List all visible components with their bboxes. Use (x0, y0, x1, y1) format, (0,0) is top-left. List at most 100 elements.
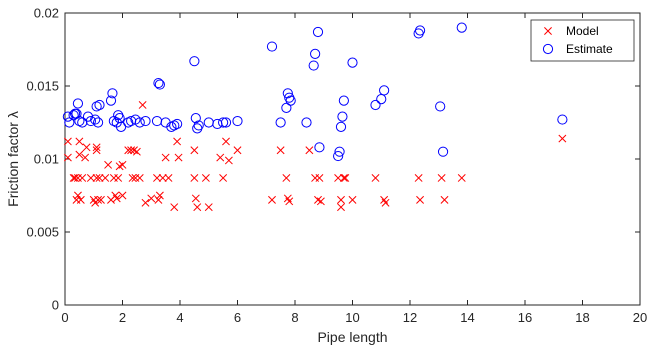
estimate-point (557, 114, 568, 125)
model-point (437, 174, 446, 182)
estimate-point (335, 121, 347, 132)
legend-circle-marker (542, 43, 554, 55)
model-point (63, 137, 72, 146)
estimate-point (414, 25, 426, 36)
model-point (78, 174, 87, 182)
estimate-point (285, 95, 296, 106)
model-point (154, 195, 163, 204)
estimate-point (74, 115, 85, 127)
model-point (101, 174, 110, 182)
model-point (305, 146, 314, 155)
model-point (201, 174, 210, 182)
estimate-point (113, 110, 124, 121)
estimate-point (166, 121, 177, 132)
model-point (337, 203, 345, 212)
model-point (128, 174, 137, 182)
estimate-point (140, 115, 151, 127)
estimate-point (169, 120, 180, 131)
estimate-point (134, 117, 145, 128)
x-axis-label: Pipe length (317, 329, 387, 345)
model-point (381, 198, 390, 207)
legend-entry-estimate: Estimate (566, 42, 613, 56)
x-tick-labels: 0 2 4 6 8 10 12 14 16 18 20 (61, 310, 647, 325)
estimate-point (218, 117, 229, 128)
model-point (191, 194, 200, 203)
model-point (75, 150, 84, 159)
estimate-point (123, 117, 134, 128)
model-point (92, 146, 101, 155)
y-tick-label: 0.015 (26, 79, 59, 94)
model-point (315, 174, 324, 182)
model-point (118, 191, 127, 200)
estimate-point (192, 123, 203, 134)
model-point (216, 153, 225, 162)
estimate-point (301, 117, 312, 128)
model-point (161, 153, 170, 162)
model-point (282, 174, 291, 182)
model-point (204, 203, 213, 212)
model-point (173, 137, 182, 146)
model-point (155, 191, 164, 200)
estimate-point (72, 98, 84, 109)
model-point (416, 195, 425, 204)
x-tick-label: 10 (345, 310, 359, 325)
data-points (62, 22, 568, 212)
model-point (73, 191, 82, 200)
model-point (81, 153, 90, 162)
model-point (174, 153, 183, 162)
model-point (348, 195, 357, 204)
legend-x-marker (544, 27, 552, 35)
y-axis-label: Friction factor λ (5, 111, 21, 207)
model-point (112, 194, 121, 203)
model-point (222, 137, 230, 146)
x-tick-label: 14 (460, 310, 474, 325)
model-point (285, 197, 294, 206)
estimate-point (282, 88, 293, 99)
estimate-point (172, 118, 183, 130)
estimate-point (333, 150, 344, 162)
estimate-point (190, 113, 201, 124)
model-point (153, 174, 161, 182)
x-tick-label: 18 (575, 310, 589, 325)
estimate-point (437, 146, 449, 157)
estimate-point (284, 92, 295, 103)
estimate-point (312, 26, 324, 38)
x-tick-label: 4 (176, 310, 183, 325)
legend: Model Estimate (530, 19, 635, 62)
model-point (82, 143, 91, 152)
model-point (339, 174, 348, 182)
model-point (94, 195, 103, 204)
model-point (337, 195, 345, 204)
estimate-point (153, 77, 164, 89)
model-point (558, 134, 567, 143)
model-point (92, 174, 101, 182)
model-point (341, 174, 350, 182)
model-point (124, 146, 133, 155)
estimate-point (456, 22, 467, 33)
estimate-point (413, 28, 424, 39)
estimate-point (314, 142, 325, 153)
legend-marker-model (544, 27, 552, 35)
estimate-point (220, 117, 232, 128)
x-tick-label: 20 (633, 310, 647, 325)
model-point (170, 203, 179, 212)
estimate-point (91, 101, 102, 112)
estimate-point (105, 95, 117, 106)
estimate-point (85, 115, 96, 127)
estimate-point (370, 99, 381, 111)
model-point (164, 174, 173, 182)
estimate-point (338, 95, 349, 106)
model-point (75, 137, 84, 146)
model-point (440, 195, 449, 204)
model-point (190, 146, 199, 155)
estimate-point (94, 99, 105, 111)
estimate-point (435, 101, 446, 112)
x-tick-label: 0 (61, 310, 68, 325)
legend-entry-model: Model (566, 24, 599, 38)
model-point (233, 146, 242, 155)
y-tick-label: 0 (52, 298, 59, 313)
model-point (132, 147, 141, 156)
estimate-point (193, 120, 204, 131)
model-point (219, 174, 228, 182)
